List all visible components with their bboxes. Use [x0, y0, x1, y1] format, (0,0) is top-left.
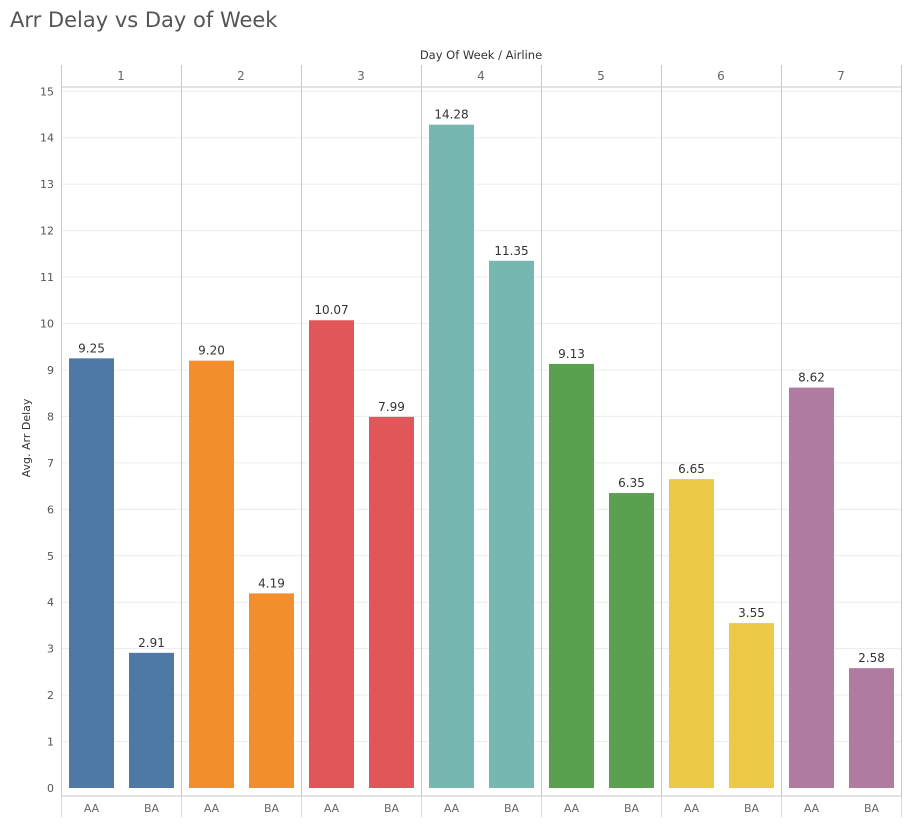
bar	[549, 363, 594, 788]
bar	[249, 593, 294, 788]
data-label: 9.20	[198, 344, 225, 358]
day-header: 4	[477, 69, 485, 83]
bar	[369, 416, 414, 788]
y-tick-label: 8	[47, 410, 54, 423]
airline-label: BA	[744, 802, 760, 815]
data-label: 8.62	[798, 371, 825, 385]
y-tick-label: 12	[40, 225, 54, 238]
data-label: 2.58	[858, 651, 885, 665]
y-tick-label: 5	[47, 550, 54, 563]
airline-label: AA	[564, 802, 580, 815]
data-label: 7.99	[378, 400, 405, 414]
airline-label: AA	[84, 802, 100, 815]
bar	[189, 360, 234, 788]
day-header: 1	[117, 69, 125, 83]
data-label: 2.91	[138, 636, 165, 650]
airline-label: AA	[804, 802, 820, 815]
data-label: 14.28	[434, 108, 468, 122]
bar	[669, 479, 714, 788]
bar	[129, 652, 174, 788]
day-header: 3	[357, 69, 365, 83]
airline-label: BA	[624, 802, 640, 815]
gridlines	[61, 90, 901, 743]
data-label: 4.19	[258, 576, 285, 590]
y-tick-label: 7	[47, 457, 54, 470]
y-tick-label: 4	[47, 596, 54, 609]
y-tick-label: 11	[40, 271, 54, 284]
airline-label: AA	[684, 802, 700, 815]
day-header: 2	[237, 69, 245, 83]
y-tick-label: 14	[40, 132, 54, 145]
y-axis-title: Avg. Arr Delay	[20, 398, 33, 477]
y-tick-label: 3	[47, 643, 54, 656]
bar	[309, 320, 354, 788]
panel-frame	[61, 65, 902, 817]
chart-title: Arr Delay vs Day of Week	[10, 8, 278, 32]
y-tick-label: 0	[47, 782, 54, 795]
y-tick-label: 2	[47, 689, 54, 702]
y-tick-label: 15	[40, 85, 54, 98]
airline-label: BA	[264, 802, 280, 815]
y-tick-label: 13	[40, 178, 54, 191]
data-label: 10.07	[314, 303, 348, 317]
bar	[429, 124, 474, 789]
y-tick-label: 9	[47, 364, 54, 377]
bar	[69, 358, 114, 788]
day-headers: 1 2 3 4 5 6 7	[117, 69, 845, 83]
airline-labels: AA BA AA BA AA BA AA BA AA BA AA BA AA BA	[84, 802, 880, 815]
data-label: 9.13	[558, 347, 585, 361]
bar	[729, 623, 774, 788]
day-header: 7	[837, 69, 845, 83]
data-labels: 9.25 2.91 9.20 4.19 10.07 7.99 14.28 11.35 9.13 6…	[78, 108, 885, 665]
bars	[69, 124, 894, 789]
day-header: 6	[717, 69, 725, 83]
data-label: 6.65	[678, 462, 705, 476]
data-label: 3.55	[738, 606, 765, 620]
day-header: 5	[597, 69, 605, 83]
airline-label: BA	[144, 802, 160, 815]
data-label: 11.35	[494, 244, 528, 258]
bar	[789, 387, 834, 788]
data-label: 9.25	[78, 341, 105, 355]
column-header: Day Of Week / Airline	[420, 48, 542, 62]
y-tick-label: 1	[47, 736, 54, 749]
airline-label: BA	[384, 802, 400, 815]
y-tick-label: 10	[40, 318, 54, 331]
airline-label: BA	[504, 802, 520, 815]
bar	[849, 668, 894, 788]
bar	[609, 493, 654, 788]
airline-label: BA	[864, 802, 880, 815]
airline-label: AA	[204, 802, 220, 815]
airline-label: AA	[444, 802, 460, 815]
bar	[489, 260, 534, 789]
airline-label: AA	[324, 802, 340, 815]
y-tick-label: 6	[47, 503, 54, 516]
data-label: 6.35	[618, 476, 645, 490]
